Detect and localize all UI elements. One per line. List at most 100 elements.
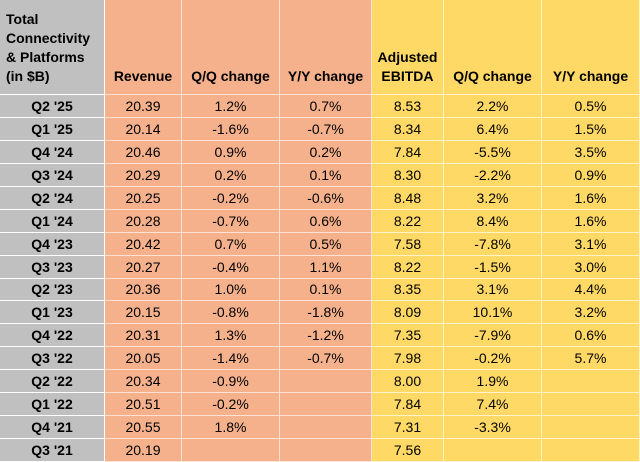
cell-text: -1.6% xyxy=(212,120,249,137)
cell-text: 1.5% xyxy=(574,120,607,137)
data-cell: 2.2% xyxy=(444,95,542,118)
row-label: Q3 '22 xyxy=(0,347,105,371)
row-label: Q3 '23 xyxy=(0,255,105,279)
data-cell xyxy=(182,439,280,462)
cell-text: 8.22 xyxy=(393,212,422,229)
cell-text: 1.1% xyxy=(309,258,342,275)
row-label: Q1 '22 xyxy=(0,393,105,417)
cell-text: -5.5% xyxy=(474,143,511,160)
data-cell: 20.39 xyxy=(105,95,182,118)
data-cell: 1.1% xyxy=(280,255,372,279)
data-cell: 20.36 xyxy=(105,278,182,302)
cell-text: 20.36 xyxy=(125,281,161,298)
data-cell: 20.05 xyxy=(105,347,182,371)
data-cell: -1.6% xyxy=(182,117,280,141)
cell-text: 8.22 xyxy=(393,258,422,275)
cell-text: Q1 '25 xyxy=(31,120,73,137)
cell-text: 20.42 xyxy=(125,235,161,252)
data-cell: 20.55 xyxy=(105,416,182,440)
header-text: & Platforms xyxy=(6,49,85,65)
data-cell: 0.5% xyxy=(280,232,372,256)
data-cell: 3.1% xyxy=(542,232,640,256)
cell-text: 0.7% xyxy=(309,97,342,114)
data-cell xyxy=(444,439,542,462)
data-cell: -1.5% xyxy=(444,255,542,279)
data-cell: 6.4% xyxy=(444,117,542,141)
data-cell: 0.6% xyxy=(542,324,640,348)
data-cell: -2.2% xyxy=(444,163,542,187)
cell-text: Q1 '22 xyxy=(31,396,73,413)
cell-text: Q2 '25 xyxy=(31,97,73,114)
cell-text: 8.30 xyxy=(393,166,422,183)
data-cell: 0.9% xyxy=(542,163,640,187)
row-label: Q3 '24 xyxy=(0,163,105,187)
cell-text: 2.2% xyxy=(476,97,509,114)
cell-text: -3.3% xyxy=(474,419,511,436)
cell-text: Q4 '23 xyxy=(31,235,73,252)
cell-text: 0.2% xyxy=(309,143,342,160)
cell-text: 0.9% xyxy=(574,166,607,183)
cell-text: 7.58 xyxy=(393,235,422,252)
data-cell: 10.1% xyxy=(444,301,542,325)
cell-text: 0.5% xyxy=(309,235,342,252)
cell-text: 3.2% xyxy=(574,304,607,321)
data-cell: -0.2% xyxy=(444,347,542,371)
data-cell: 3.2% xyxy=(444,186,542,210)
header-cell: Y/Y change xyxy=(280,0,372,95)
data-cell: 20.31 xyxy=(105,324,182,348)
cell-text: 3.1% xyxy=(476,281,509,298)
data-cell: -0.7% xyxy=(280,117,372,141)
data-cell: 20.34 xyxy=(105,370,182,394)
data-cell xyxy=(280,393,372,417)
cell-text: 7.4% xyxy=(476,396,509,413)
data-cell: 7.58 xyxy=(372,232,444,256)
cell-text: -0.7% xyxy=(307,350,344,367)
cell-text: 20.27 xyxy=(125,258,161,275)
data-cell: 7.35 xyxy=(372,324,444,348)
header-cell: Q/Q change xyxy=(182,0,280,95)
cell-text: Q3 '24 xyxy=(31,166,73,183)
cell-text: 7.84 xyxy=(393,396,422,413)
data-cell: -0.8% xyxy=(182,301,280,325)
cell-text: 20.29 xyxy=(125,166,161,183)
data-cell: 0.7% xyxy=(182,232,280,256)
data-cell: 1.0% xyxy=(182,278,280,302)
data-cell: 1.8% xyxy=(182,416,280,440)
cell-text: 8.09 xyxy=(393,304,422,321)
cell-text: -0.2% xyxy=(474,350,511,367)
cell-text: 3.5% xyxy=(574,143,607,160)
cell-text: -0.7% xyxy=(307,120,344,137)
data-cell: 0.9% xyxy=(182,140,280,164)
header-cell: Q/Q change xyxy=(444,0,542,95)
cell-text: 0.6% xyxy=(309,212,342,229)
row-label: Q1 '24 xyxy=(0,209,105,233)
row-label: Q4 '21 xyxy=(0,416,105,440)
row-label: Q4 '23 xyxy=(0,232,105,256)
data-cell: 20.28 xyxy=(105,209,182,233)
header-text: Revenue xyxy=(113,68,173,84)
cell-text: -7.9% xyxy=(474,327,511,344)
cell-text: 20.25 xyxy=(125,189,161,206)
cell-text: 0.9% xyxy=(214,143,247,160)
cell-text: Q2 '24 xyxy=(31,189,73,206)
cell-text: 8.34 xyxy=(393,120,422,137)
data-cell: 20.14 xyxy=(105,117,182,141)
cell-text: 3.1% xyxy=(574,235,607,252)
data-cell: 7.31 xyxy=(372,416,444,440)
cell-text: Q2 '22 xyxy=(31,373,73,390)
cell-text: -1.5% xyxy=(474,258,511,275)
data-cell: 20.27 xyxy=(105,255,182,279)
cell-text: 8.35 xyxy=(393,281,422,298)
cell-text: 7.56 xyxy=(393,442,422,459)
cell-text: 20.34 xyxy=(125,373,161,390)
cell-text: 7.35 xyxy=(393,327,422,344)
data-cell: 1.9% xyxy=(444,370,542,394)
header-cell: Y/Y change xyxy=(542,0,640,95)
data-cell: -7.8% xyxy=(444,232,542,256)
cell-text: 7.98 xyxy=(393,350,422,367)
data-cell: -0.7% xyxy=(280,347,372,371)
data-cell: -0.9% xyxy=(182,370,280,394)
cell-text: 7.84 xyxy=(393,143,422,160)
header-cell: Adjusted EBITDA xyxy=(372,0,444,95)
data-cell: -1.2% xyxy=(280,324,372,348)
